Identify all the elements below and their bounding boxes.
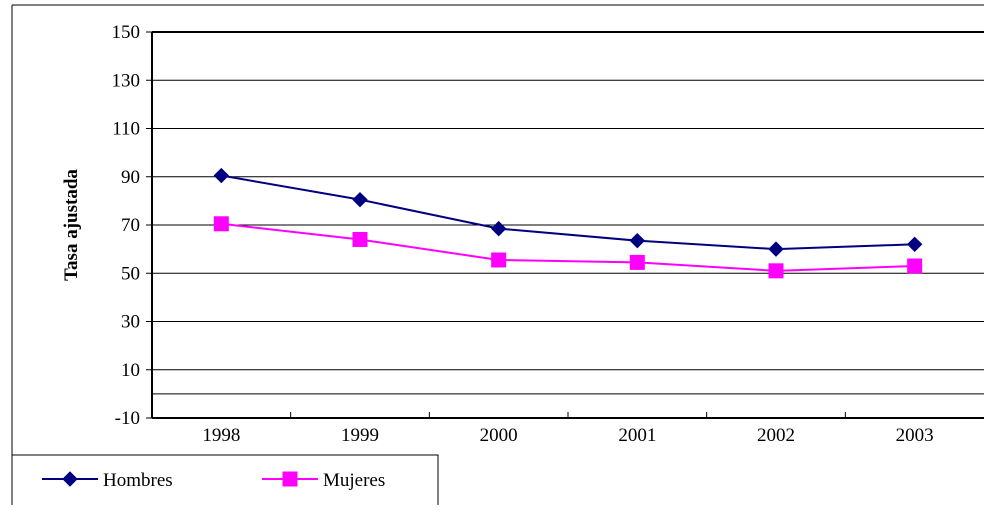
data-point-mujeres	[630, 255, 644, 269]
x-tick-label: 2001	[618, 425, 656, 446]
data-point-hombres	[353, 193, 367, 207]
legend-label: Hombres	[103, 470, 173, 491]
y-tick-label: 70	[121, 215, 140, 236]
y-tick-label: 30	[121, 312, 140, 333]
x-tick-label: 1999	[341, 425, 379, 446]
data-point-hombres	[214, 169, 228, 183]
series-line	[221, 176, 914, 250]
x-tick-label: 2002	[757, 425, 795, 446]
y-tick-label: 10	[121, 360, 140, 381]
data-point-hombres	[492, 222, 506, 236]
legend-marker	[283, 472, 297, 486]
data-point-mujeres	[492, 253, 506, 267]
y-tick-label: 110	[112, 119, 140, 140]
x-tick-label: 1998	[202, 425, 240, 446]
data-point-mujeres	[908, 259, 922, 273]
y-tick-label: 50	[121, 263, 140, 284]
series	[214, 169, 921, 278]
y-tick-label: -10	[115, 408, 140, 429]
data-point-mujeres	[214, 217, 228, 231]
data-point-hombres	[769, 242, 783, 256]
data-point-hombres	[630, 234, 644, 248]
gridlines	[152, 32, 984, 394]
legend: Hombres Mujeres	[12, 455, 438, 505]
y-tick-label: 130	[112, 70, 141, 91]
series-hombres	[214, 169, 921, 257]
x-tick-label: 2003	[896, 425, 934, 446]
data-point-mujeres	[353, 232, 367, 246]
y-tick-label: 150	[112, 22, 141, 43]
x-tick-label: 2000	[480, 425, 518, 446]
legend-label: Mujeres	[323, 470, 385, 491]
data-point-hombres	[908, 237, 922, 251]
axes: 150 130 110 90 70 50 30 10 -10 1998 1999 2000 2001 20…	[112, 22, 984, 446]
y-axis-label: Tasa ajustada	[61, 169, 82, 281]
data-point-mujeres	[769, 264, 783, 278]
y-tick-label: 90	[121, 167, 140, 188]
